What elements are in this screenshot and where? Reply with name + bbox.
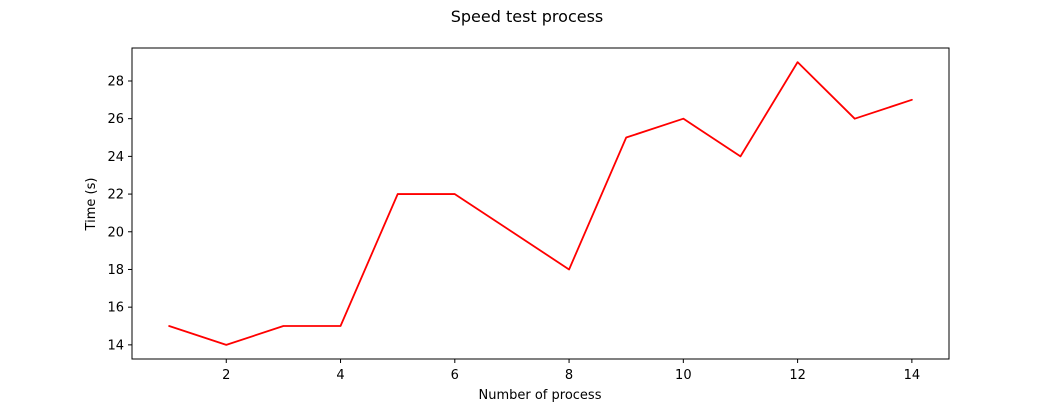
series-line [168, 61, 913, 346]
y-tick-label: 18 [107, 263, 124, 278]
y-tick-label: 16 [107, 301, 124, 316]
x-axis-ticks: 2 4 6 8 10 12 14 [222, 359, 920, 383]
y-axis-label: Time (s) [84, 178, 99, 232]
y-tick-label: 24 [107, 150, 124, 165]
x-tick-label: 4 [336, 368, 344, 383]
y-tick-label: 14 [107, 338, 124, 353]
y-axis-ticks: 14 16 18 20 22 24 26 28 [107, 74, 132, 353]
y-tick-label: 20 [107, 225, 124, 240]
x-tick-label: 14 [904, 368, 921, 383]
chart-title: Speed test process [451, 7, 604, 26]
y-tick-label: 28 [107, 74, 124, 89]
x-tick-label: 2 [222, 368, 230, 383]
x-tick-label: 8 [565, 368, 573, 383]
x-axis-label: Number of process [479, 388, 602, 403]
x-tick-label: 6 [451, 368, 459, 383]
x-tick-label: 12 [789, 368, 806, 383]
plot-area-frame [131, 47, 950, 360]
x-tick-label: 10 [675, 368, 692, 383]
y-tick-label: 26 [107, 112, 124, 127]
y-tick-label: 22 [107, 188, 124, 203]
